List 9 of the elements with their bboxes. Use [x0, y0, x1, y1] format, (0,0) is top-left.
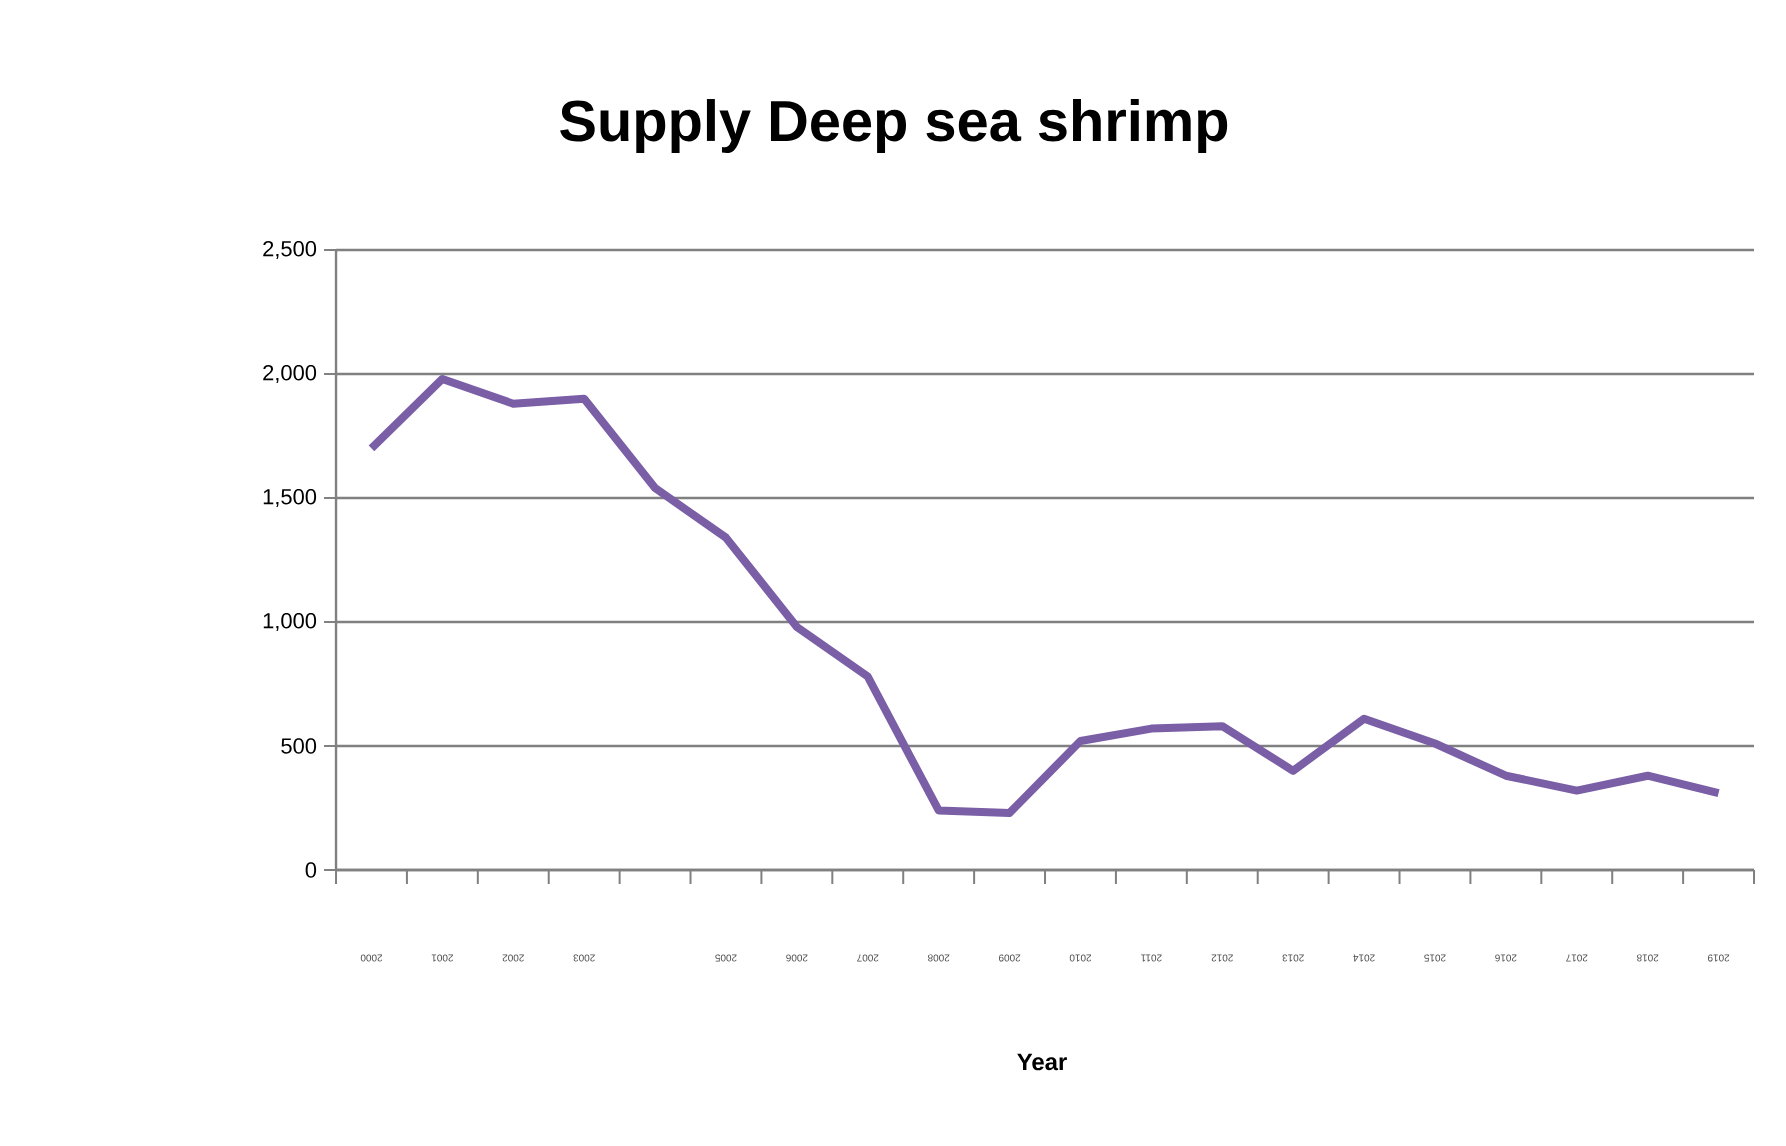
- y-tick-label: 2,500: [263, 240, 317, 260]
- x-axis-title: Year: [1017, 1053, 1067, 1071]
- line-series: [367, 374, 1723, 817]
- y-tick-label: 500: [281, 738, 317, 754]
- y-tick-label: 1,000: [263, 612, 317, 632]
- y-tick-label: 0: [305, 862, 317, 878]
- y-tick-label: 2,000: [263, 364, 317, 384]
- y-tick-label: 1,500: [263, 488, 317, 508]
- chart-title: Supply Deep sea shrimp: [560, 99, 1228, 153]
